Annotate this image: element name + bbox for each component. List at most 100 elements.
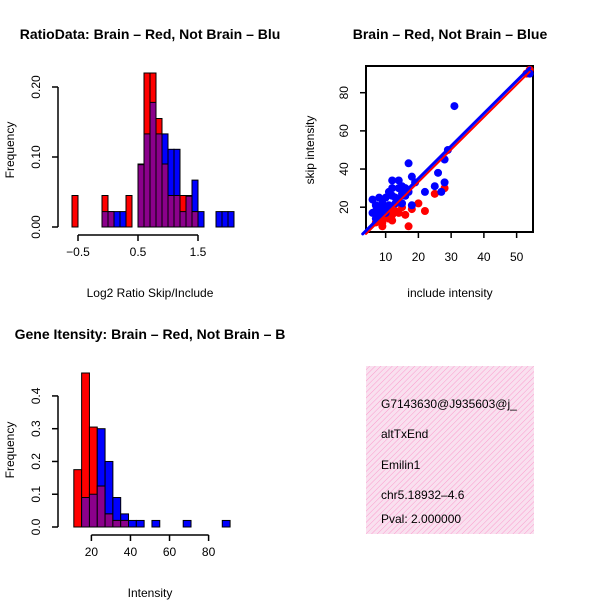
intensity-histogram-title: Gene Itensity: Brain – Red, Not Brain – … xyxy=(15,326,286,342)
scatter-point-brain xyxy=(401,210,410,219)
histogram-bar-not-brain xyxy=(227,211,235,228)
y-tick-label: 40 xyxy=(337,162,351,176)
histogram-bar-overlap xyxy=(155,133,163,228)
x-tick-label: 50 xyxy=(510,250,524,264)
intensity-scatter-marks xyxy=(361,65,534,236)
y-tick-label: 0.20 xyxy=(29,75,43,99)
info-box-hatching xyxy=(366,366,534,534)
info-location: chr5.18932–4.6 xyxy=(381,488,465,502)
x-tick-label: 30 xyxy=(444,250,458,264)
scatter-point-brain xyxy=(404,222,413,231)
intensity-histogram-panel: Gene Itensity: Brain – Red, Not Brain – … xyxy=(3,326,285,600)
ratio-histogram-bars xyxy=(71,72,235,228)
histogram-bar-not-brain xyxy=(197,211,205,228)
histogram-bar-not-brain xyxy=(119,211,127,228)
ratio-histogram-axes: −0.5 0.5 1.5 0.00 0.10 0.20 xyxy=(29,75,207,259)
histogram-bar-not-brain xyxy=(221,519,231,528)
info-box: G7143630@J935603@j_ altTxEnd Emilin1 chr… xyxy=(366,366,534,534)
intensity-scatter-panel: Brain – Red, Not Brain – Blue 10 20 30 40 50… xyxy=(303,26,547,300)
histogram-bar-overlap xyxy=(173,195,181,228)
y-tick-label: 0.4 xyxy=(29,387,43,404)
histogram-bar-overlap xyxy=(143,133,151,228)
intensity-scatter-ylabel: skip intensity xyxy=(303,116,317,185)
intensity-scatter-title: Brain – Red, Not Brain – Blue xyxy=(353,26,548,42)
histogram-bar-not-brain xyxy=(128,519,137,528)
x-tick-label: 20 xyxy=(412,250,426,264)
histogram-bar-overlap xyxy=(88,493,98,528)
y-tick-label: 0.2 xyxy=(29,453,43,470)
ratio-histogram-xlabel: Log2 Ratio Skip/Include xyxy=(87,286,214,300)
intensity-histogram-xlabel: Intensity xyxy=(128,586,173,600)
histogram-bar-not-brain xyxy=(96,428,106,487)
histogram-bar-overlap xyxy=(191,211,199,228)
scatter-point-not-brain xyxy=(388,184,397,193)
histogram-bar-not-brain xyxy=(167,148,175,197)
histogram-bar-overlap xyxy=(107,211,115,228)
x-tick-label: 10 xyxy=(379,250,393,264)
intensity-histogram-bars xyxy=(73,372,231,528)
histogram-bar-not-brain xyxy=(191,179,199,213)
scatter-point-not-brain xyxy=(450,102,459,111)
intensity-histogram-ylabel: Frequency xyxy=(3,422,17,479)
y-tick-label: 60 xyxy=(337,124,351,138)
ratio-histogram-title: RatioData: Brain – Red, Not Brain – Blu xyxy=(20,26,281,42)
scatter-point-not-brain xyxy=(440,178,449,187)
scatter-point-brain xyxy=(414,199,423,208)
scatter-fit-line-not-brain xyxy=(361,66,532,236)
y-tick-label: 0.0 xyxy=(29,518,43,535)
histogram-bar-not-brain xyxy=(221,211,229,228)
ratio-histogram-panel: RatioData: Brain – Red, Not Brain – Blu … xyxy=(3,26,280,300)
histogram-bar-overlap xyxy=(112,519,122,528)
histogram-bar-not-brain xyxy=(182,519,192,528)
info-event-id: G7143630@J935603@j_ xyxy=(381,397,517,411)
histogram-bar-overlap xyxy=(104,513,114,528)
x-tick-label: 80 xyxy=(202,545,216,559)
histogram-bar-not-brain xyxy=(173,148,181,197)
histogram-bar-not-brain xyxy=(120,513,130,521)
histogram-bar-not-brain xyxy=(104,460,114,515)
histogram-bar-overlap xyxy=(137,164,145,228)
histogram-bar-overlap xyxy=(81,497,90,528)
x-tick-label: 20 xyxy=(85,545,99,559)
scatter-plot-frame xyxy=(365,65,534,233)
y-tick-label: 20 xyxy=(337,200,351,214)
x-tick-label: 60 xyxy=(163,545,177,559)
histogram-bar-overlap xyxy=(167,195,175,228)
scatter-point-not-brain xyxy=(407,201,416,210)
scatter-fit-line-brain xyxy=(365,70,531,235)
histogram-bar-brain xyxy=(125,195,133,228)
scatter-point-not-brain xyxy=(430,182,439,191)
histogram-bar-brain xyxy=(71,195,79,228)
scatter-point-not-brain xyxy=(437,187,446,196)
x-tick-label: 40 xyxy=(477,250,491,264)
histogram-bar-overlap xyxy=(161,163,169,228)
x-tick-label: 1.5 xyxy=(190,245,207,259)
scatter-point-not-brain xyxy=(420,187,429,196)
histogram-bar-not-brain xyxy=(135,519,145,528)
x-tick-label: 0.5 xyxy=(130,245,147,259)
intensity-scatter-axes: 10 20 30 40 50 20 40 60 80 xyxy=(337,86,524,264)
histogram-bar-overlap xyxy=(96,485,106,528)
scatter-point-brain xyxy=(420,207,429,216)
scatter-point-brain xyxy=(388,216,397,225)
y-tick-label: 0.3 xyxy=(29,420,43,437)
histogram-bar-not-brain xyxy=(161,133,169,165)
scatter-point-not-brain xyxy=(388,176,397,185)
histogram-bar-not-brain xyxy=(215,211,223,228)
info-pval: Pval: 2.000000 xyxy=(381,512,461,526)
scatter-point-not-brain xyxy=(434,168,443,177)
histogram-bar-overlap xyxy=(120,519,130,528)
histogram-bar-overlap xyxy=(101,211,109,228)
y-tick-label: 80 xyxy=(337,86,351,100)
x-tick-label: 40 xyxy=(124,545,138,559)
info-gene-name: Emilin1 xyxy=(381,458,421,472)
scatter-point-not-brain xyxy=(404,159,413,168)
y-tick-label: 0.1 xyxy=(29,486,43,503)
histogram-bar-overlap xyxy=(149,101,157,228)
y-tick-label: 0.00 xyxy=(29,215,43,239)
scatter-point-brain xyxy=(430,189,439,198)
histogram-bar-not-brain xyxy=(113,211,121,228)
ratio-histogram-ylabel: Frequency xyxy=(3,122,17,179)
